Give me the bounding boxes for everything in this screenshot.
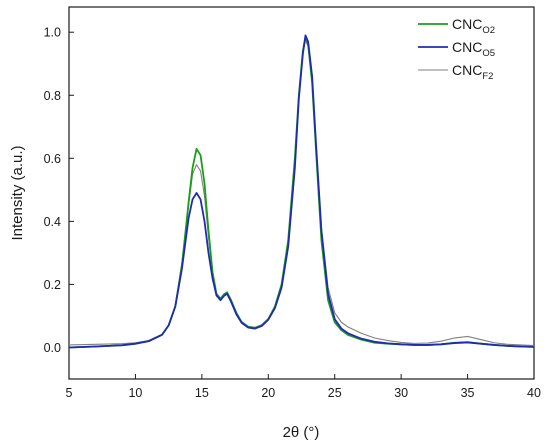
x-tick-label: 20 (261, 386, 275, 400)
x-tick-label: 40 (527, 386, 541, 400)
x-tick-label: 30 (394, 386, 408, 400)
axis-ticks (68, 31, 535, 379)
y-tick-labels: 0.0 0.2 0.4 0.6 0.8 1.0 (44, 26, 61, 355)
x-tick-label: 10 (128, 386, 142, 400)
series-line-cnc-o2 (69, 36, 534, 349)
y-tick-label: 0.6 (44, 152, 61, 166)
legend: CNCO2 CNCO5 CNCF2 (418, 16, 495, 82)
legend-label: CNCO5 (452, 39, 495, 59)
y-tick-label: 0.0 (44, 341, 61, 355)
plot-area-frame (68, 6, 535, 380)
y-tick-label: 0.2 (44, 278, 61, 292)
series-layer (69, 34, 534, 349)
x-tick-label: 25 (328, 386, 342, 400)
y-axis-title: Intensity (a.u.) (9, 145, 26, 240)
series-line-cnc-o5 (69, 34, 534, 349)
x-tick-label: 5 (66, 386, 73, 400)
series-line-cnc-f2 (69, 39, 534, 347)
x-tick-labels: 5 10 15 20 25 30 35 40 (66, 386, 541, 400)
x-tick-label: 35 (461, 386, 475, 400)
x-axis-title: 2θ (°) (283, 424, 320, 441)
legend-label: CNCO2 (452, 16, 495, 36)
y-tick-label: 0.8 (44, 89, 61, 103)
y-tick-label: 0.4 (44, 215, 61, 229)
x-tick-label: 15 (195, 386, 209, 400)
y-tick-label: 1.0 (44, 26, 61, 40)
legend-label: CNCF2 (452, 62, 493, 82)
